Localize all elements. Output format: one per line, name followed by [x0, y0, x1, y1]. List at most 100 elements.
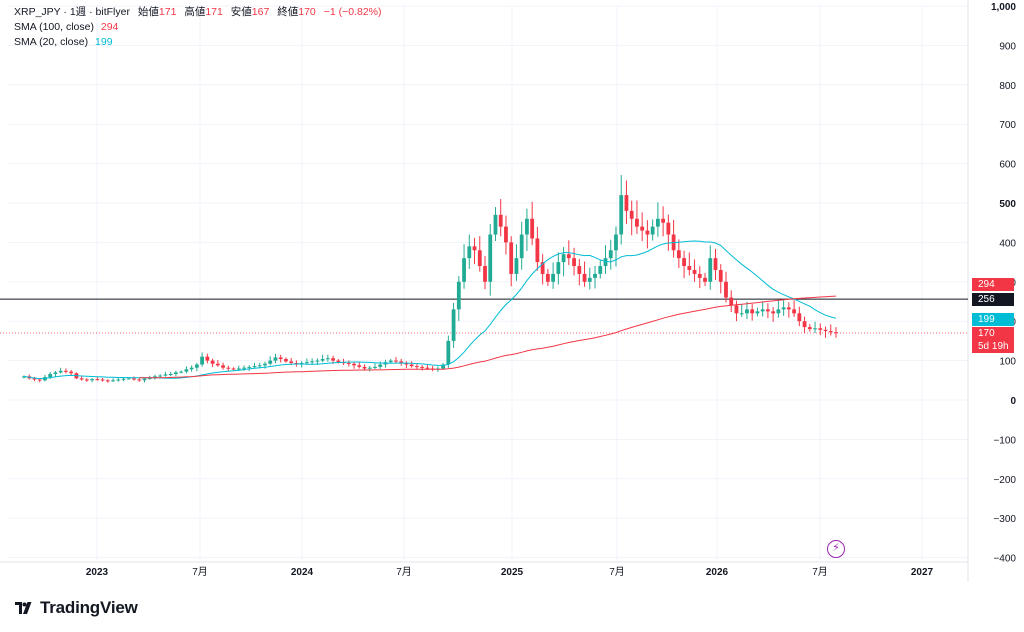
candle-body — [441, 364, 445, 369]
horizontal-line-256 — [0, 298, 968, 334]
candle-body — [598, 266, 603, 274]
candle-body — [640, 226, 645, 231]
candle-body — [645, 230, 650, 235]
candle-body — [446, 340, 451, 365]
lightning-icon[interactable]: ⚡ — [827, 540, 845, 558]
candle-body — [692, 269, 697, 274]
sma20-price-tag: 199 — [972, 313, 1014, 326]
candle-body — [278, 357, 283, 360]
candle-body — [462, 258, 466, 282]
candle-body — [561, 254, 566, 263]
bar-countdown: 5d 19h — [978, 341, 1009, 352]
candle-body — [823, 329, 828, 332]
candle-body — [147, 377, 152, 379]
last-price-value: 170 — [978, 328, 995, 339]
candle-body — [577, 266, 582, 274]
candle-body — [22, 376, 26, 378]
candle-body — [593, 273, 597, 278]
candle-body — [530, 218, 535, 239]
candle-body — [765, 309, 770, 312]
candle-body — [404, 362, 409, 365]
candle-body — [79, 378, 84, 380]
candle-body — [158, 375, 163, 377]
candle-body — [231, 368, 236, 370]
candle-body — [289, 361, 294, 363]
candle-body — [236, 368, 241, 370]
candle-body — [132, 378, 136, 380]
legend-sma100-row[interactable]: SMA (100, close) 294 — [14, 20, 382, 35]
candle-body — [792, 309, 796, 314]
candle-body — [252, 366, 257, 368]
candle-body — [90, 379, 95, 381]
x-tick-label: 7月 — [192, 566, 208, 578]
candle-body — [163, 374, 168, 376]
candle-body — [760, 309, 765, 312]
legend-ohlc-row[interactable]: XRP_JPY · 1週 · bitFlyer 始値171 高値171 安値16… — [14, 6, 382, 18]
candle-body — [415, 366, 419, 368]
x-tick-label: 2023 — [86, 567, 109, 578]
candle-body — [713, 258, 718, 270]
x-tick-label: 7月 — [609, 566, 625, 578]
candle-body — [142, 378, 147, 381]
y-tick-label: −200 — [993, 475, 1016, 486]
legend-sma20-value: 199 — [95, 36, 113, 48]
candle-body — [294, 362, 299, 364]
legend-sma100-value: 294 — [100, 21, 119, 33]
candle-body — [635, 218, 639, 227]
candle-body — [755, 311, 760, 314]
candle-body — [802, 321, 807, 328]
candle-body — [315, 360, 320, 362]
candle-body — [467, 246, 472, 259]
candle-body — [409, 364, 414, 367]
candle-body — [650, 226, 655, 235]
candle-body — [137, 379, 142, 381]
candle-body — [257, 365, 262, 367]
candle-body — [566, 254, 571, 259]
candle-body — [608, 250, 613, 259]
candle-body — [268, 360, 273, 364]
tradingview-logo[interactable]: TradingView — [12, 598, 138, 618]
candles — [22, 175, 838, 383]
y-tick-label: −100 — [993, 435, 1016, 446]
x-tick-label: 2026 — [706, 567, 729, 578]
candle-body — [304, 362, 309, 364]
candle-body — [153, 376, 157, 378]
candle-body — [483, 266, 487, 282]
candle-body — [745, 309, 749, 314]
candle-body — [572, 258, 576, 267]
candle-body — [540, 262, 545, 274]
candle-body — [614, 234, 618, 251]
candle-body — [64, 370, 68, 372]
candle-body — [456, 281, 461, 310]
candle-body — [105, 380, 110, 382]
legend-close-label: 終値 — [277, 6, 299, 18]
sma100-price-tag: 294 — [972, 278, 1014, 291]
hline-price-tag[interactable]: 256 — [972, 293, 1014, 306]
candle-body — [184, 369, 189, 372]
y-tick-label: 800 — [999, 81, 1016, 92]
candle-body — [37, 379, 42, 381]
candle-body — [273, 357, 278, 361]
candle-body — [168, 373, 173, 375]
legend-sma20-row[interactable]: SMA (20, close) 199 — [14, 35, 382, 50]
candle-body — [519, 234, 524, 259]
candle-body — [551, 273, 556, 282]
candle-body — [346, 362, 351, 364]
candle-body — [200, 356, 205, 365]
y-tick-label: 400 — [999, 238, 1016, 249]
candle-body — [525, 218, 529, 235]
y-tick-label: 700 — [999, 120, 1016, 131]
candle-body — [194, 364, 199, 368]
candle-body — [53, 372, 58, 374]
candle-body — [420, 366, 425, 368]
legend-close: 170 — [298, 6, 316, 18]
candle-body — [750, 309, 755, 314]
candle-body — [718, 269, 723, 282]
y-tick-label: 100 — [999, 357, 1016, 368]
candle-body — [603, 258, 608, 267]
candle-body — [367, 367, 372, 369]
candle-body — [352, 363, 356, 366]
y-tick-label: 600 — [999, 160, 1016, 171]
